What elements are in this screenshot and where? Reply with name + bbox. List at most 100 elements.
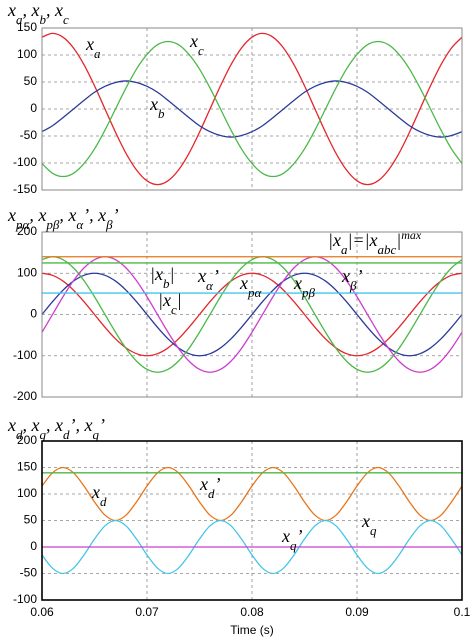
series-label-part: x bbox=[361, 511, 370, 531]
panel-title-part: x bbox=[7, 0, 16, 20]
series-label-part: d bbox=[100, 494, 107, 509]
y-tick-label: -200 bbox=[13, 389, 37, 403]
y-tick-label: 50 bbox=[24, 74, 38, 88]
series-label-part: x bbox=[199, 474, 208, 494]
series-line bbox=[42, 32, 462, 186]
series-label-part: | bbox=[396, 230, 401, 250]
series-label: |xb| bbox=[150, 264, 174, 291]
series-label-part: x bbox=[239, 273, 248, 293]
series-label: xc bbox=[189, 31, 204, 58]
series-label-part: d bbox=[208, 486, 215, 501]
series-label-part: |=|x bbox=[347, 230, 377, 250]
panel-title-part: β bbox=[105, 217, 113, 232]
y-tick-label: 0 bbox=[30, 101, 37, 115]
series-label-part: x bbox=[149, 94, 158, 114]
y-tick-label: -50 bbox=[20, 566, 38, 580]
y-tick-label: 50 bbox=[24, 513, 38, 527]
panel-title-part: ’ bbox=[113, 205, 119, 225]
x-tick-label: 0.09 bbox=[345, 605, 369, 619]
panel-title-part: , x bbox=[23, 0, 40, 20]
panel-title-part: c bbox=[63, 12, 69, 27]
series-label-part: x bbox=[197, 266, 206, 286]
series-label: xpα bbox=[239, 273, 263, 300]
plot-frame bbox=[41, 231, 463, 398]
series-line bbox=[42, 80, 462, 138]
panel-title-part: b bbox=[40, 12, 47, 27]
series-label-part: |x bbox=[158, 290, 171, 310]
panel-title-part: d bbox=[63, 427, 70, 442]
x-tick-label: 0.08 bbox=[240, 605, 264, 619]
x-tick-label: 0.07 bbox=[135, 605, 159, 619]
series-label-part: x bbox=[189, 31, 198, 51]
series-label: xpβ bbox=[293, 273, 316, 300]
series-label-part: b bbox=[158, 106, 165, 121]
series-group bbox=[42, 256, 462, 373]
series-label-part: c bbox=[171, 302, 177, 317]
series-label: xd’ bbox=[199, 474, 221, 501]
series-label: |xc| bbox=[158, 290, 182, 317]
series-label-part: x bbox=[293, 273, 302, 293]
series-line bbox=[42, 519, 462, 575]
panel-title-part: , x bbox=[59, 205, 76, 225]
series-label-part: β bbox=[349, 278, 357, 293]
series-label-part: abc bbox=[377, 242, 396, 257]
y-tick-label: 100 bbox=[17, 265, 37, 279]
y-tick-label: 0 bbox=[30, 539, 37, 553]
panel-title-part: q bbox=[92, 427, 99, 442]
y-tick-label: 100 bbox=[17, 47, 37, 61]
y-tick-label: -50 bbox=[20, 128, 38, 142]
y-tick-label: -100 bbox=[13, 155, 37, 169]
panel-title: xpα, xpβ, xα’, xβ’ bbox=[7, 205, 119, 232]
panel-title-part: x bbox=[7, 205, 16, 225]
y-tick-label: 100 bbox=[17, 486, 37, 500]
y-tick-label: 150 bbox=[17, 460, 37, 474]
series-label: xd bbox=[91, 482, 107, 509]
plot-frame bbox=[41, 27, 463, 191]
x-tick-label: 0.1 bbox=[454, 605, 471, 619]
panel-title-part: ’, x bbox=[83, 205, 106, 225]
series-label-part: c bbox=[198, 43, 204, 58]
series-label-part: a bbox=[341, 242, 348, 257]
series-group bbox=[42, 32, 462, 186]
series-label-part: |x bbox=[328, 230, 341, 250]
panel-title: xd, xq, xd’, xq’ bbox=[7, 415, 105, 442]
series-label-part: a bbox=[94, 46, 101, 61]
series-label-part: q bbox=[290, 538, 297, 553]
series-label: |xa|=|xabc|max bbox=[328, 228, 422, 257]
panel-title-part: x bbox=[7, 415, 16, 435]
series-label-part: x bbox=[341, 266, 350, 286]
y-tick-label: 150 bbox=[17, 20, 37, 34]
series-group bbox=[42, 466, 462, 575]
series-line bbox=[42, 466, 462, 522]
panel-title-part: , x bbox=[46, 415, 63, 435]
y-tick-label: 200 bbox=[17, 433, 37, 447]
y-tick-label: -150 bbox=[13, 182, 37, 196]
series-line bbox=[42, 256, 462, 373]
series-line bbox=[42, 40, 462, 178]
panel-title-part: , x bbox=[29, 205, 46, 225]
x-tick-label: 0.06 bbox=[30, 605, 54, 619]
series-label-part: pβ bbox=[301, 285, 316, 300]
series-label: xb bbox=[149, 94, 165, 121]
series-label-part: ’ bbox=[215, 474, 221, 494]
y-tick-label: -100 bbox=[13, 348, 37, 362]
series-label: xa bbox=[85, 34, 101, 61]
series-label-part: | bbox=[177, 290, 182, 310]
x-axis-label: Time (s) bbox=[230, 623, 274, 637]
series-label: xβ’ bbox=[341, 266, 362, 293]
panel-title-part: α bbox=[76, 217, 84, 232]
panel-title-part: q bbox=[40, 427, 47, 442]
panel-title-part: , x bbox=[23, 415, 40, 435]
panel-title-part: ’ bbox=[99, 415, 105, 435]
series-label-part: | bbox=[169, 264, 174, 284]
panel-title: xa, xb, xc bbox=[7, 0, 69, 27]
series-label-part: q bbox=[370, 523, 377, 538]
series-label: xq bbox=[361, 511, 377, 538]
series-line bbox=[42, 272, 462, 357]
panel-title-part: a bbox=[16, 12, 23, 27]
y-tick-label: -100 bbox=[13, 592, 37, 606]
panel-title-part: ’, x bbox=[70, 415, 93, 435]
series-label-part: pα bbox=[247, 285, 263, 300]
panel-title-part: pβ bbox=[45, 217, 60, 232]
